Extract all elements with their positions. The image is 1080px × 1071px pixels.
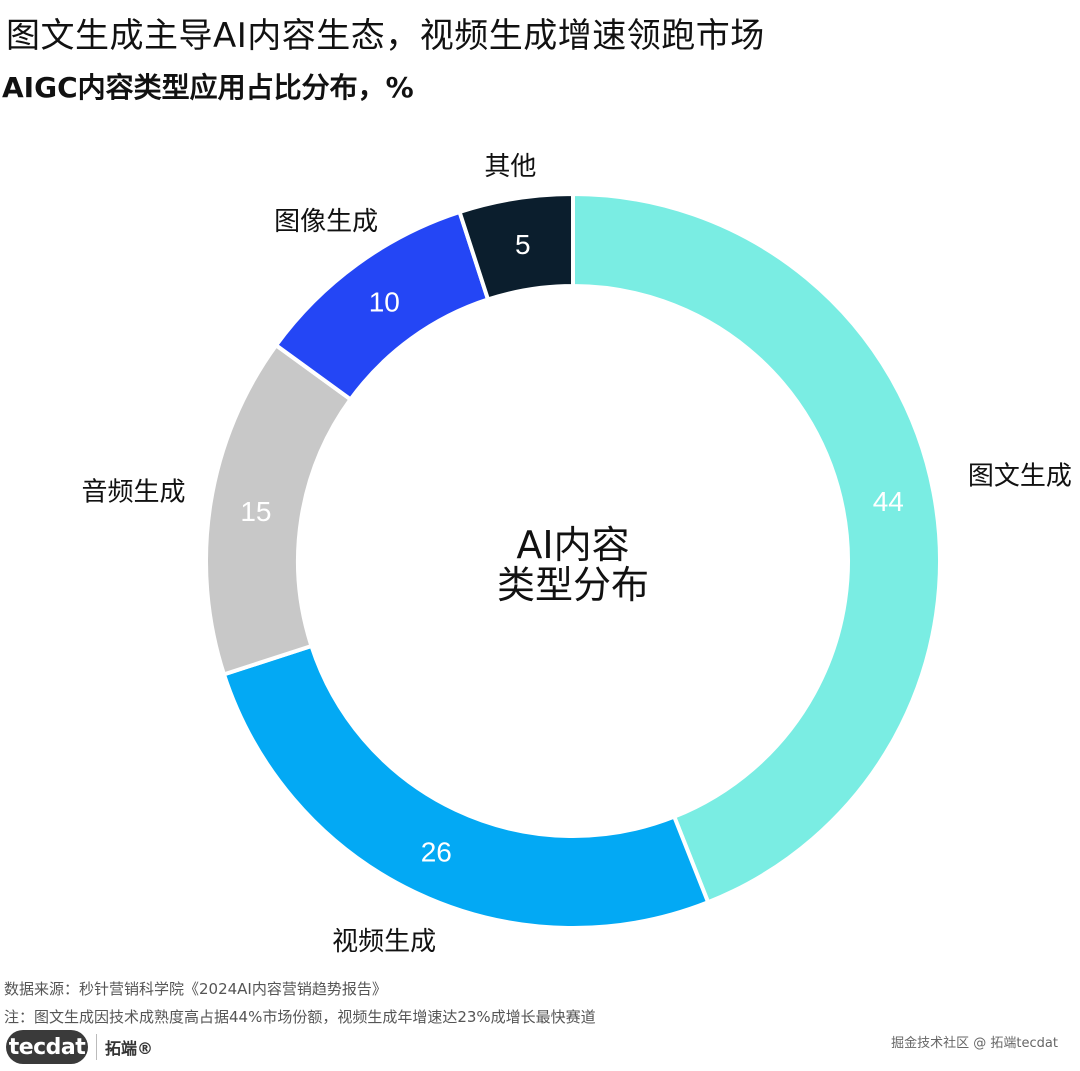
category-label-2: 视频生成 [332,927,436,957]
logo-badge: tecdat [6,1030,88,1064]
donut-slice-3 [204,342,354,677]
footnote: 注：图文生成因技术成熟度高占据44%市场份额，视频生成年增速达23%成增长最快赛… [4,1008,596,1026]
center-label-line2: 类型分布 [497,563,649,607]
donut-slice-1 [571,191,942,905]
donut-slice-2 [221,643,711,930]
value-label-1: 44 [873,486,904,517]
logo-divider [96,1034,97,1060]
chart-subtitle: AIGC内容类型应用占比分布，% [2,71,414,104]
category-label-5: 其他 [484,152,536,182]
value-label-5: 5 [515,229,531,260]
brand-logo: tecdat 拓端® [6,1030,153,1064]
donut-slice-5 [457,191,575,302]
watermark: 掘金技术社区 @ 拓端tecdat [891,1036,1058,1051]
category-label-1: 图文生成 [968,462,1072,492]
category-label-3: 音频生成 [81,477,185,507]
source-note: 数据来源：秒针营销科学院《2024AI内容营销趋势报告》 [4,980,387,998]
value-label-2: 26 [421,836,452,867]
center-label-line1: AI内容 [516,523,629,567]
logo-cn-text: 拓端® [105,1039,154,1058]
value-label-4: 10 [369,286,400,317]
value-label-3: 15 [240,496,271,527]
page-title: 图文生成主导AI内容生态，视频生成增速领跑市场 [6,16,765,56]
category-label-4: 图像生成 [274,207,378,237]
